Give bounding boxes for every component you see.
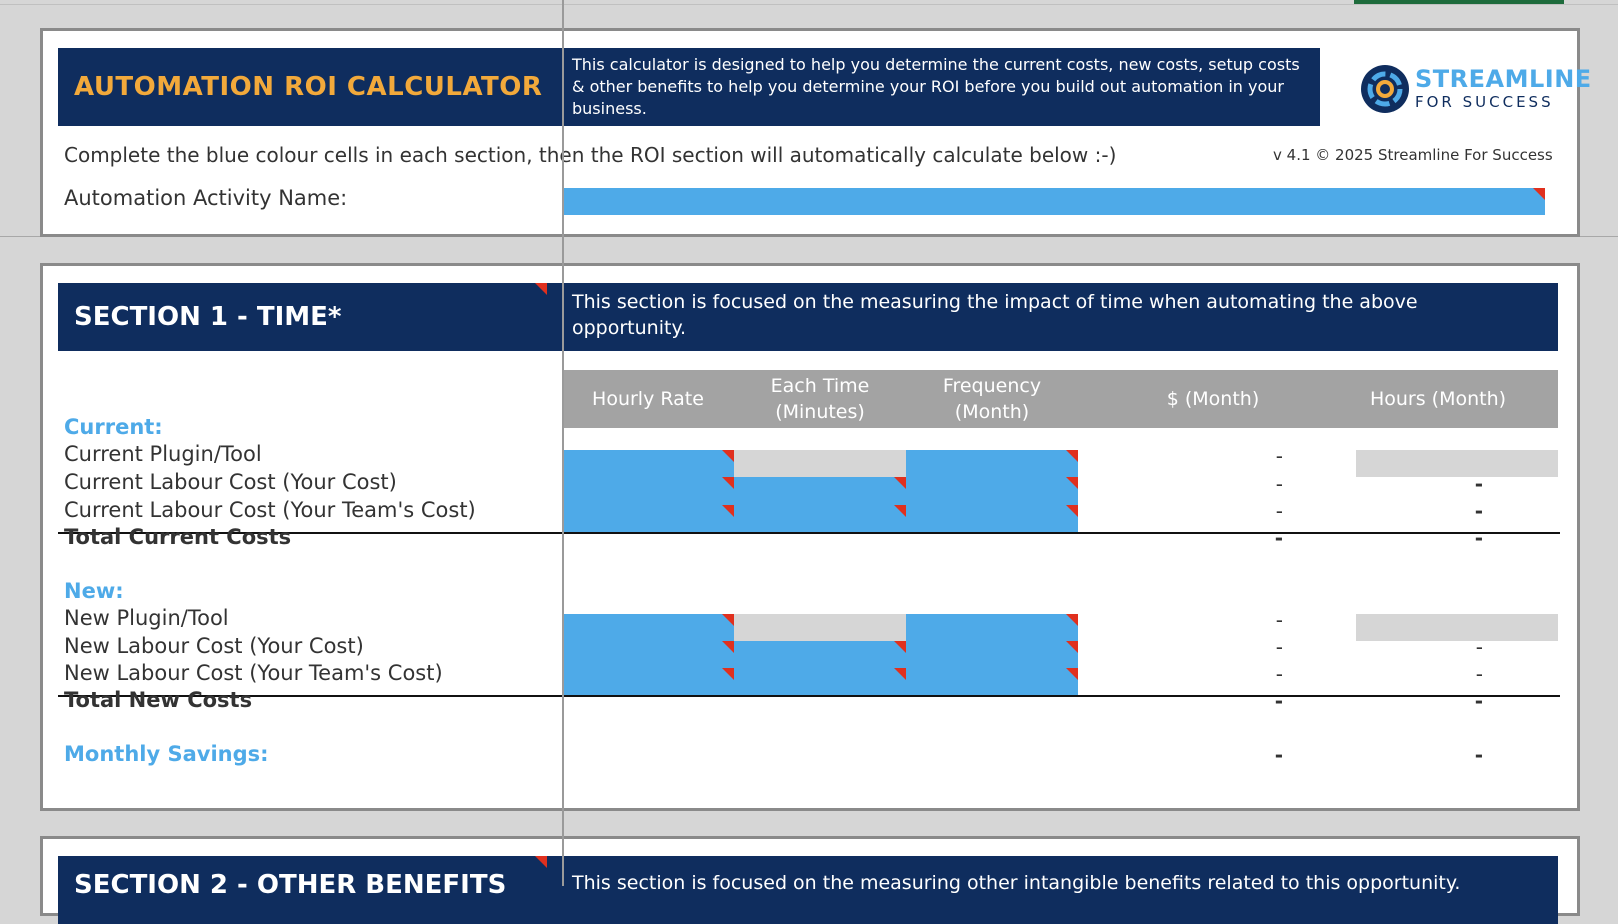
streamline-logo: STREAMLINE FOR SUCCESS [1359, 63, 1591, 117]
cell-note-marker [1066, 477, 1078, 489]
column-header-dollar-month: $ (Month) [1166, 388, 1260, 410]
cell-note-marker [894, 477, 906, 489]
column-header-hourly-rate: Hourly Rate [592, 388, 704, 410]
column-header-strip [0, 0, 1618, 5]
total-new-hours: - [1474, 689, 1483, 713]
title-banner: AUTOMATION ROI CALCULATOR [58, 48, 550, 126]
cell-note-marker [894, 668, 906, 680]
column-header-hours-month: Hours (Month) [1369, 388, 1507, 410]
current-plugin-each-time-locked [734, 450, 906, 477]
instructions-text: Complete the blue colour cells in each s… [64, 143, 1117, 167]
gear-icon [1361, 65, 1409, 113]
new-frequency-input[interactable] [906, 614, 1078, 696]
new-labour-dollar-value: - [1275, 635, 1283, 659]
cell-note-marker [722, 505, 734, 517]
total-current-hours: - [1474, 526, 1483, 550]
selected-column-indicator [1354, 0, 1564, 4]
section1-title: SECTION 1 - TIME* [74, 302, 342, 332]
current-team-hours-value: - [1474, 499, 1483, 523]
new-labour-hours-value: - [1475, 635, 1483, 659]
cell-note-marker [1066, 450, 1078, 462]
monthly-savings-label: Monthly Savings: [64, 742, 269, 766]
section2-title-banner: SECTION 2 - OTHER BENEFITS [58, 856, 550, 924]
total-current-rule [58, 532, 1560, 534]
description-banner: This calculator is designed to help you … [550, 48, 1320, 126]
header-panel: AUTOMATION ROI CALCULATOR This calculato… [40, 28, 1591, 237]
total-new-dollar: - [1274, 689, 1283, 713]
section2-description: This section is focused on the measuring… [572, 872, 1461, 894]
total-new-label: Total New Costs [64, 688, 253, 712]
cell-note-marker [722, 450, 734, 462]
total-current-dollar: - [1274, 526, 1283, 550]
current-labour-hours-value: - [1474, 472, 1483, 496]
current-labour-dollar-value: - [1275, 472, 1283, 496]
cell-note-marker [1066, 505, 1078, 517]
new-plugin-hourly-rate-input[interactable] [562, 614, 734, 696]
cell-note-marker [722, 614, 734, 626]
section1-description: This section is focused on the measuring… [572, 291, 1418, 339]
current-row-label: Current Labour Cost (Your Cost) [64, 470, 397, 494]
current-heading: Current: [64, 415, 163, 439]
freeze-pane-divider[interactable] [562, 0, 564, 886]
cell-note-marker [1066, 641, 1078, 653]
activity-name-label: Automation Activity Name: [64, 186, 348, 210]
new-team-hours-value: - [1475, 662, 1483, 686]
total-current-label: Total Current Costs [64, 525, 292, 549]
activity-name-input[interactable] [562, 188, 1545, 215]
cell-note-marker [1066, 668, 1078, 680]
cell-note-marker [722, 641, 734, 653]
logo-sub-text: FOR SUCCESS [1415, 93, 1554, 111]
current-row-label: Current Plugin/Tool [64, 442, 262, 466]
page-title: AUTOMATION ROI CALCULATOR [74, 72, 543, 102]
section2-panel: SECTION 2 - OTHER BENEFITS This section … [40, 836, 1580, 924]
section2-title: SECTION 2 - OTHER BENEFITS [74, 870, 507, 900]
new-row-label: New Labour Cost (Your Team's Cost) [64, 661, 443, 685]
logo-main-text: STREAMLINE [1415, 65, 1592, 93]
column-header-band [562, 370, 1558, 428]
section1-description-banner: This section is focused on the measuring… [550, 283, 1558, 351]
current-labour-each-time-input[interactable] [734, 477, 906, 533]
column-header-each-time: Each Time (Minutes) [770, 375, 870, 423]
cell-note-marker [894, 641, 906, 653]
new-plugin-dollar-value: - [1275, 608, 1283, 632]
version-text: v 4.1 © 2025 Streamline For Success [1273, 146, 1553, 164]
new-row-label: New Labour Cost (Your Cost) [64, 634, 364, 658]
current-team-dollar-value: - [1275, 499, 1283, 523]
cell-note-marker [535, 856, 547, 868]
monthly-savings-hours: - [1474, 743, 1483, 767]
section1-panel: SECTION 1 - TIME* This section is focuse… [40, 263, 1580, 811]
cell-note-marker [722, 668, 734, 680]
cell-note-marker [535, 283, 547, 295]
section2-description-banner: This section is focused on the measuring… [550, 856, 1558, 924]
current-plugin-hourly-rate-input[interactable] [562, 450, 734, 533]
new-plugin-hours-locked [1356, 614, 1558, 641]
current-plugin-hours-locked [1356, 450, 1558, 477]
new-heading: New: [64, 579, 124, 603]
cell-note-marker [1066, 614, 1078, 626]
cell-note-marker [894, 505, 906, 517]
new-team-dollar-value: - [1275, 662, 1283, 686]
cell-note-marker [722, 477, 734, 489]
current-frequency-input[interactable] [906, 450, 1078, 533]
current-row-label: Current Labour Cost (Your Team's Cost) [64, 498, 476, 522]
total-new-rule [58, 695, 1560, 697]
section1-title-banner: SECTION 1 - TIME* [58, 283, 550, 351]
new-plugin-each-time-locked [734, 614, 906, 641]
cell-note-marker [1533, 188, 1545, 200]
new-labour-each-time-input[interactable] [734, 641, 906, 696]
column-header-frequency: Frequency (Month) [942, 375, 1042, 423]
header-description: This calculator is designed to help you … [572, 55, 1300, 118]
current-plugin-dollar-value: - [1275, 444, 1283, 468]
monthly-savings-dollar: - [1274, 743, 1283, 767]
new-row-label: New Plugin/Tool [64, 606, 229, 630]
